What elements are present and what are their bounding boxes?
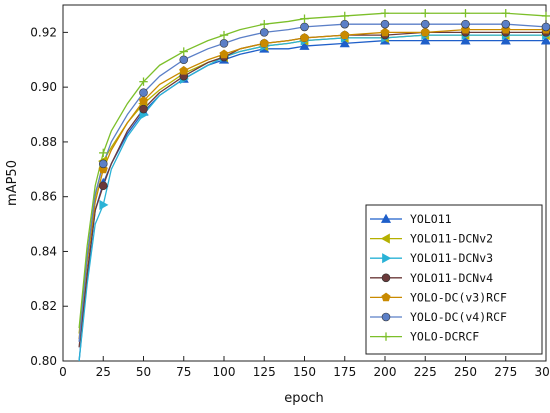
legend-marker [381, 332, 391, 341]
legend-label: YOLO-DCRCF [410, 330, 479, 344]
data-point [179, 65, 189, 75]
data-point [461, 9, 470, 18]
x-tick-label: 125 [253, 365, 276, 379]
data-point [138, 96, 149, 105]
data-point [501, 9, 510, 18]
legend-label: YOLO11-DCNv2 [410, 232, 493, 246]
data-point [98, 159, 108, 169]
y-tick-label: 0.88 [30, 135, 57, 149]
data-point [380, 19, 390, 29]
data-point [259, 28, 269, 37]
data-point [541, 22, 550, 32]
legend-label: YOLO11 [410, 212, 452, 226]
legend-label: YOLO11-DCNv3 [410, 251, 493, 265]
y-axis: 0.80 0.82 0.84 0.86 0.88 0.90 0.92 [30, 25, 68, 368]
data-point [339, 38, 350, 48]
data-point [300, 14, 309, 23]
y-tick-label: 0.84 [30, 244, 57, 258]
data-point [299, 33, 310, 42]
data-point [460, 35, 471, 45]
x-tick-label: 50 [136, 365, 151, 379]
x-tick-label: 300 [535, 365, 550, 379]
x-tick-label: 100 [213, 365, 236, 379]
data-point [139, 88, 148, 97]
x-tick-label: 225 [414, 365, 437, 379]
data-point [99, 148, 108, 158]
x-tick-label: 150 [293, 365, 316, 379]
data-point [380, 9, 390, 18]
x-tick-label: 250 [454, 365, 477, 379]
data-point [179, 47, 188, 56]
x-tick-label: 75 [176, 365, 191, 379]
data-point [380, 27, 390, 37]
data-point [340, 30, 350, 40]
x-tick-label: 25 [96, 365, 111, 379]
y-axis-title: mAP50 [5, 160, 20, 206]
data-point [299, 40, 310, 50]
legend-marker [380, 233, 390, 244]
data-point [139, 77, 148, 86]
x-tick-label: 0 [59, 365, 67, 379]
data-point [139, 104, 148, 114]
data-point [219, 49, 229, 59]
data-point [300, 22, 309, 32]
data-point [540, 35, 550, 45]
legend: YOLO11 YOLO11-DCNv2 YOLO11-DCNv3 YOLO11-DCN… [365, 204, 543, 355]
data-point [340, 11, 349, 21]
y-tick-label: 0.82 [30, 299, 57, 313]
x-axis: 0 25 50 75 100 125 150 175 200 225 250 275 300 [59, 356, 550, 379]
x-tick-label: 200 [374, 365, 397, 379]
data-point [179, 55, 189, 65]
y-tick-label: 0.80 [30, 354, 57, 368]
series-markers [98, 9, 550, 210]
x-tick-label: 175 [333, 365, 356, 379]
legend-marker [382, 253, 392, 264]
data-point [541, 11, 550, 21]
data-point [420, 27, 430, 37]
x-tick-label: 275 [494, 365, 517, 379]
data-point [219, 39, 229, 48]
data-point [99, 199, 109, 210]
legend-marker [381, 312, 391, 322]
data-point [98, 181, 108, 191]
y-tick-label: 0.86 [30, 190, 57, 204]
data-point [219, 30, 229, 40]
legend-marker [381, 273, 391, 283]
legend-box [365, 204, 543, 355]
data-point [420, 35, 431, 45]
legend-marker [380, 213, 392, 223]
x-axis-title: epoch [284, 391, 324, 406]
data-point [260, 19, 269, 29]
y-tick-label: 0.92 [30, 25, 57, 39]
data-point [340, 19, 350, 29]
legend-marker [381, 292, 391, 302]
data-point [259, 38, 269, 48]
legend-label: YOLO-DC(v3)RCF [410, 290, 507, 304]
data-point [500, 35, 511, 45]
data-point [420, 19, 430, 29]
legend-label: YOLO-DC(v4)RCF [410, 310, 507, 324]
y-tick-label: 0.90 [30, 80, 57, 94]
data-point [501, 19, 511, 29]
legend-label: YOLO11-DCNv4 [410, 271, 493, 285]
data-point [421, 9, 430, 18]
data-point [461, 19, 470, 29]
